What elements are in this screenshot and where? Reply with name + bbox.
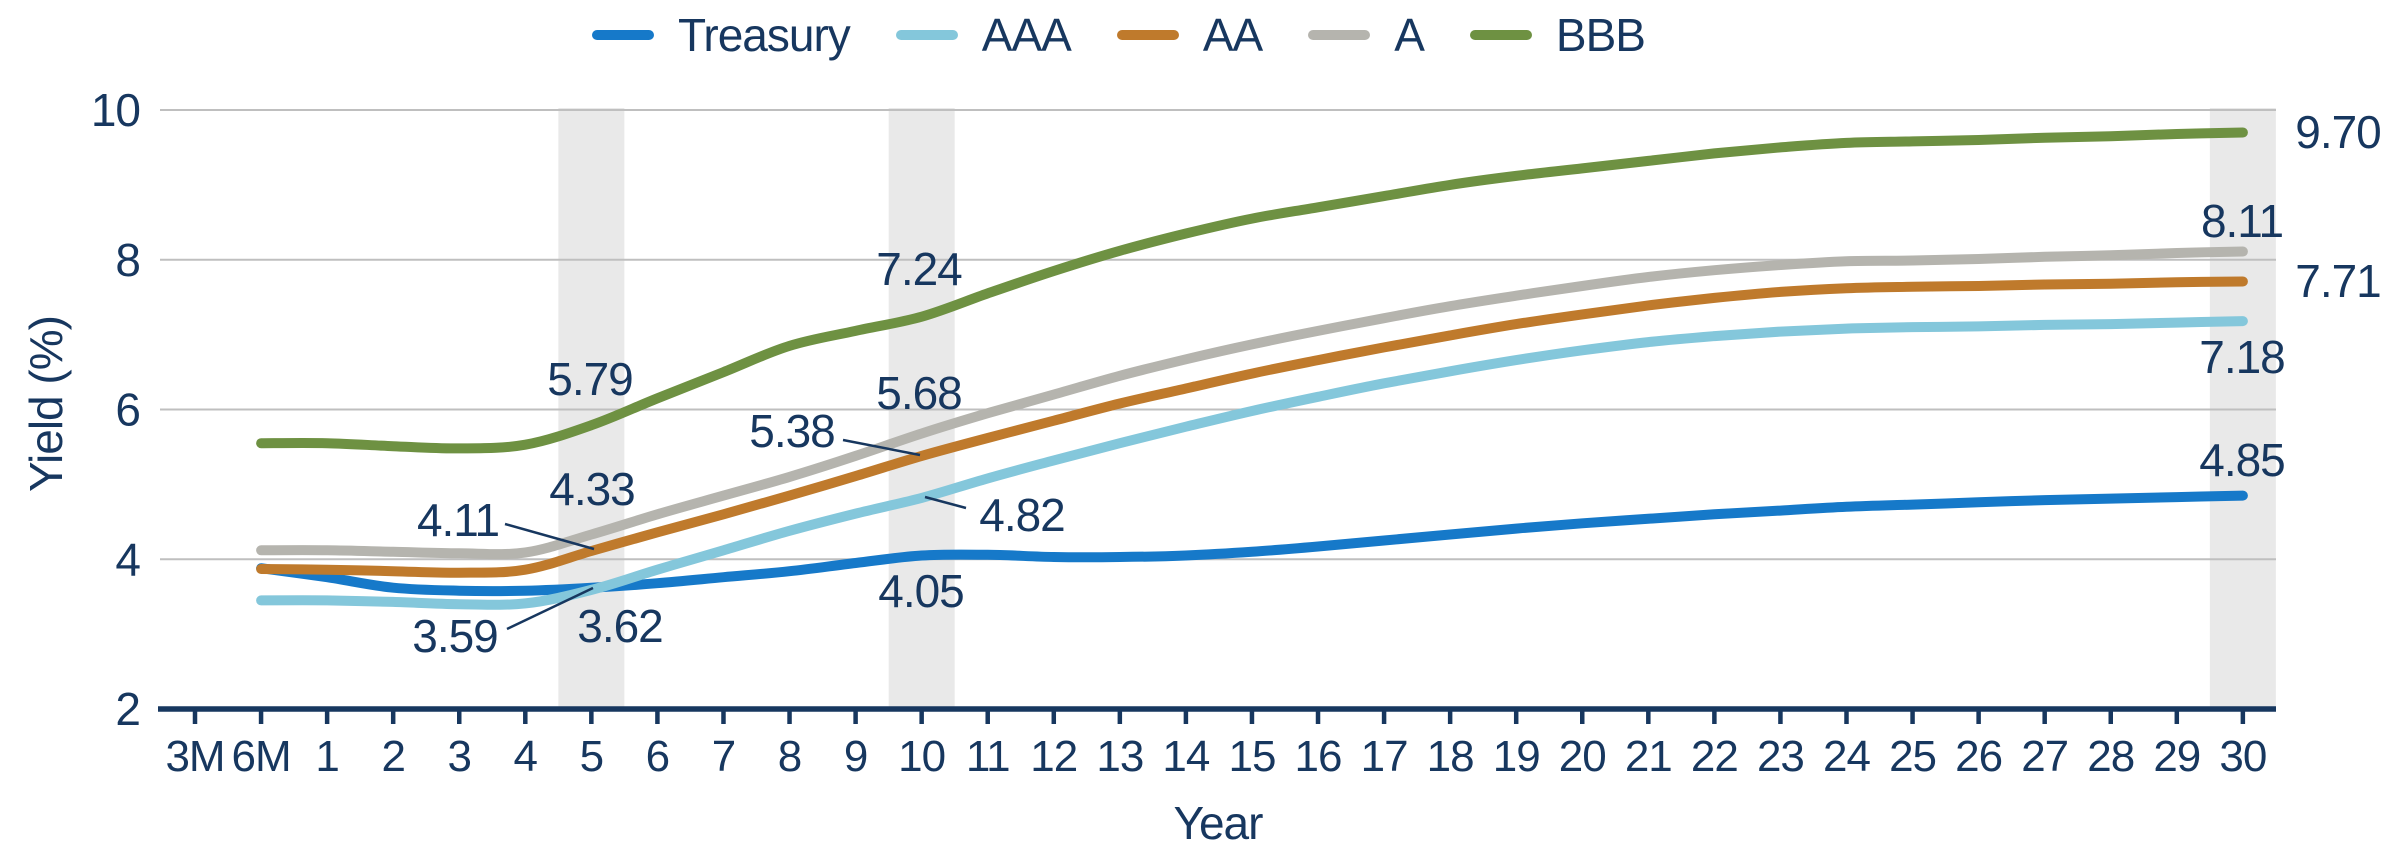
x-tick-label-2: 2	[381, 732, 404, 781]
annotation-leader-aaa-5	[506, 586, 594, 631]
data-label-aaa-10: 4.82	[979, 489, 1065, 541]
legend-dash-icon-aa	[1116, 30, 1179, 41]
x-tick-label-25: 25	[1889, 732, 1936, 781]
x-tick-label-8: 8	[778, 732, 801, 781]
data-label-bbb-10: 7.24	[876, 243, 962, 295]
x-tick-label-11: 11	[966, 732, 1010, 781]
data-label-a-5: 4.33	[549, 463, 635, 515]
x-tick-label-29: 29	[2153, 732, 2200, 781]
x-tick-label-12: 12	[1030, 732, 1077, 781]
y-axis-title: Yield (%)	[20, 316, 72, 492]
data-label-treasury-30: 4.85	[2199, 434, 2285, 486]
legend-dash-icon-bbb	[1469, 30, 1532, 41]
data-label-aaa-5: 3.59	[412, 610, 498, 662]
x-tick-label-3: 3	[447, 732, 470, 781]
x-tick-label-19: 19	[1493, 732, 1540, 781]
x-tick-label-4: 4	[514, 732, 538, 781]
legend-dash-icon-aaa	[895, 30, 958, 41]
x-tick-label-24: 24	[1823, 732, 1870, 781]
x-tick-label-3M: 3M	[165, 732, 224, 781]
annotation-leader-aaa-10	[924, 495, 967, 510]
legend: Treasury AAA AA A BBB	[592, 9, 1646, 61]
annotation-leader-aa-5	[504, 522, 595, 551]
x-tick-label-22: 22	[1691, 732, 1738, 781]
legend-dash-icon-a	[1308, 30, 1371, 41]
x-axis-title: Year	[1173, 797, 1264, 849]
x-tick-label-27: 27	[2021, 732, 2068, 781]
x-tick-label-5: 5	[580, 732, 603, 781]
legend-label-a: A	[1394, 9, 1425, 61]
legend-item-bbb: BBB	[1469, 9, 1646, 61]
x-tick-label-7: 7	[712, 732, 735, 781]
x-tick-label-15: 15	[1228, 732, 1275, 781]
x-tick-label-10: 10	[898, 732, 945, 781]
x-tick-label-14: 14	[1162, 732, 1209, 781]
y-tick-label-2: 2	[115, 683, 140, 735]
legend-label-aa: AA	[1202, 9, 1263, 61]
data-label-a-10: 5.68	[876, 367, 962, 419]
x-tick-label-1: 1	[315, 732, 338, 781]
x-tick-label-18: 18	[1427, 732, 1474, 781]
x-tick-label-6M: 6M	[231, 732, 290, 781]
x-tick-label-21: 21	[1625, 732, 1672, 781]
y-tick-label-4: 4	[115, 533, 140, 585]
x-tick-label-16: 16	[1295, 732, 1342, 781]
legend-label-bbb: BBB	[1555, 9, 1646, 61]
x-tick-label-6: 6	[646, 732, 669, 781]
y-tick-label-8: 8	[115, 234, 140, 286]
x-tick-label-30: 30	[2219, 732, 2266, 781]
x-tick-label-26: 26	[1955, 732, 2002, 781]
series-line-a	[256, 246, 2248, 560]
legend-item-aaa: AAA	[895, 9, 1072, 61]
data-label-aa-10: 5.38	[749, 405, 835, 457]
legend-item-treasury: Treasury	[592, 9, 851, 61]
x-tick-label-9: 9	[844, 732, 867, 781]
x-tick-label-28: 28	[2087, 732, 2134, 781]
x-tick-label-23: 23	[1757, 732, 1804, 781]
data-label-a-30: 8.11	[2201, 195, 2283, 247]
y-tick-label-10: 10	[91, 84, 140, 136]
data-label-aaa-30: 7.18	[2199, 331, 2285, 383]
series-line-bbb	[256, 127, 2248, 454]
data-label-treasury-10: 4.05	[878, 565, 964, 617]
x-tick-label-17: 17	[1361, 732, 1408, 781]
y-tick-label-6: 6	[115, 384, 140, 436]
x-tick-label-20: 20	[1559, 732, 1606, 781]
legend-label-aaa: AAA	[981, 9, 1072, 61]
series-line-aa	[256, 276, 2248, 578]
legend-item-aa: AA	[1116, 9, 1263, 61]
legend-dash-icon-treasury	[592, 30, 654, 41]
annotation-leader-aa-10	[842, 438, 921, 457]
x-tick-label-13: 13	[1096, 732, 1143, 781]
data-label-aa-30: 7.71	[2295, 255, 2381, 307]
data-label-bbb-30: 9.70	[2295, 106, 2381, 158]
legend-label-treasury: Treasury	[678, 9, 851, 61]
data-label-aa-5: 4.11	[417, 494, 499, 546]
legend-item-a: A	[1308, 9, 1425, 61]
data-label-bbb-5: 5.79	[547, 353, 633, 405]
data-label-treasury-5: 3.62	[577, 600, 663, 652]
